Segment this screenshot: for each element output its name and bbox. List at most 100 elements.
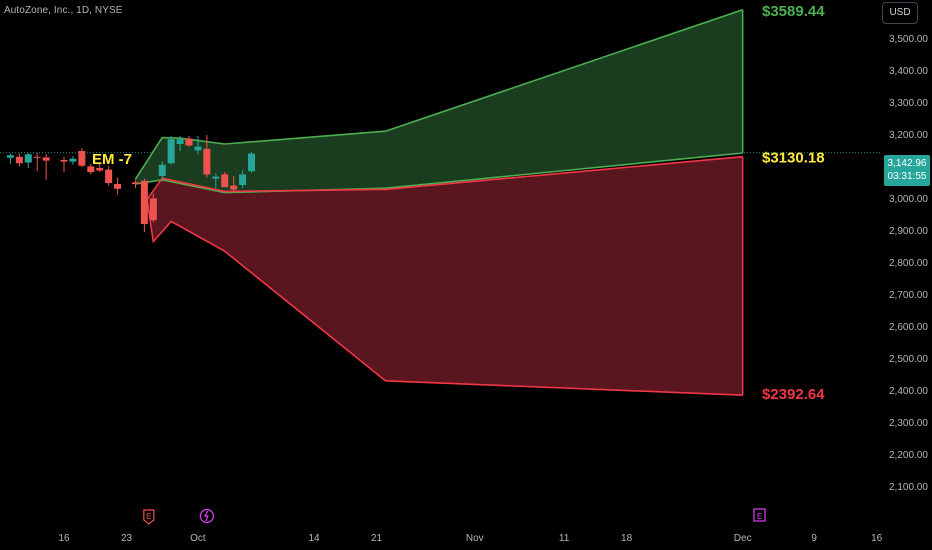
- candle-body: [78, 151, 86, 166]
- earnings-shape: [143, 509, 155, 525]
- candle-body: [158, 164, 166, 176]
- candle: [114, 177, 122, 195]
- candle-body: [194, 146, 202, 151]
- x-tick-label: 9: [811, 533, 817, 544]
- earnings-label: E: [146, 512, 151, 521]
- candle-body: [33, 156, 41, 158]
- candle-body: [60, 160, 68, 162]
- bull-range-area: [135, 9, 743, 193]
- y-tick-label: 3,000.00: [889, 194, 928, 205]
- candle-body: [176, 139, 184, 144]
- candle-body: [69, 158, 77, 162]
- candle-body: [167, 139, 175, 164]
- candle-body: [140, 180, 148, 224]
- candle-body: [24, 154, 32, 163]
- y-tick-label: 2,400.00: [889, 386, 928, 397]
- candle-body: [42, 157, 50, 161]
- upper-target-label: $3589.44: [762, 3, 825, 20]
- candle-body: [221, 174, 229, 188]
- y-tick-label: 2,100.00: [889, 482, 928, 493]
- x-tick-label: Oct: [190, 533, 206, 544]
- y-tick-label: 2,700.00: [889, 290, 928, 301]
- candle: [212, 173, 220, 189]
- x-tick-label: 16: [58, 533, 70, 544]
- candle: [176, 136, 184, 152]
- mid-upper-line: [135, 152, 743, 194]
- candle: [140, 178, 148, 232]
- currency-button[interactable]: USD: [882, 2, 918, 24]
- y-tick-label: 2,300.00: [889, 418, 928, 429]
- y-tick-label: 3,500.00: [889, 34, 928, 45]
- x-tick-label: 21: [371, 533, 383, 544]
- candle: [194, 136, 202, 155]
- bear-range-area: [144, 156, 743, 396]
- y-tick-label: 3,200.00: [889, 130, 928, 141]
- candle-body: [212, 176, 220, 179]
- last-price-value: 3,142.96: [887, 158, 927, 169]
- candle: [239, 170, 247, 189]
- candle: [69, 156, 77, 165]
- em-label: EM -7: [92, 151, 132, 168]
- mid-target-label: $3130.18: [762, 150, 825, 167]
- candle: [15, 153, 23, 167]
- candle: [230, 176, 238, 192]
- y-tick-label: 2,600.00: [889, 322, 928, 333]
- dividend-circle: [199, 508, 214, 524]
- candle: [24, 152, 32, 168]
- x-tick-label: 16: [871, 533, 883, 544]
- lower-target-label: $2392.64: [762, 386, 825, 403]
- candle-body: [87, 166, 95, 173]
- lightning-icon: [203, 510, 209, 522]
- symbol-title: AutoZone, Inc., 1D, NYSE: [4, 5, 123, 16]
- candle-body: [239, 174, 247, 185]
- candle-body: [149, 198, 157, 221]
- candle-body: [131, 182, 139, 184]
- earnings-label: E: [757, 512, 762, 521]
- candle-body: [185, 138, 193, 146]
- candle: [248, 152, 256, 173]
- candle: [87, 163, 95, 175]
- x-tick-label: 23: [121, 533, 133, 544]
- lower-bound-line: [143, 182, 743, 396]
- x-tick-label: Dec: [734, 533, 752, 544]
- candle: [78, 148, 86, 168]
- x-tick-label: 14: [308, 533, 320, 544]
- candle-body: [105, 169, 113, 184]
- candle-body: [96, 168, 104, 171]
- candle: [96, 162, 104, 173]
- y-tick-label: 3,400.00: [889, 66, 928, 77]
- upper-bound-line: [134, 9, 743, 180]
- candle: [221, 172, 229, 188]
- candle: [6, 153, 14, 164]
- candle: [42, 154, 50, 180]
- dividend-event-icon: [199, 508, 214, 524]
- candle: [158, 161, 166, 182]
- candle: [203, 135, 211, 178]
- candle-body: [114, 184, 122, 189]
- candle: [33, 152, 41, 172]
- candle: [167, 136, 175, 165]
- y-tick-label: 2,200.00: [889, 450, 928, 461]
- candle-body: [6, 155, 14, 158]
- x-tick-label: 11: [559, 533, 570, 544]
- candle-body: [203, 148, 211, 175]
- candle: [60, 156, 68, 173]
- last-price-tag: 3,142.96 03:31:55: [884, 155, 930, 186]
- y-tick-label: 3,300.00: [889, 98, 928, 109]
- candle: [105, 165, 113, 186]
- bar-countdown: 03:31:55: [887, 171, 927, 182]
- candle: [149, 193, 157, 223]
- earnings-shape: [753, 508, 766, 522]
- mid-lower-line: [143, 155, 743, 204]
- y-tick-label: 2,900.00: [889, 226, 928, 237]
- x-tick-label: Nov: [466, 533, 484, 544]
- earnings-event-icon: E: [143, 509, 155, 525]
- candle: [131, 179, 139, 189]
- candle-body: [230, 185, 238, 190]
- candle: [185, 136, 193, 147]
- candle-body: [15, 156, 23, 164]
- earnings-event-icon: E: [753, 508, 766, 522]
- y-tick-label: 2,800.00: [889, 258, 928, 269]
- x-tick-label: 18: [621, 533, 633, 544]
